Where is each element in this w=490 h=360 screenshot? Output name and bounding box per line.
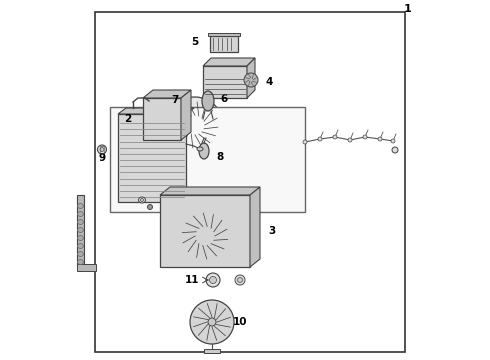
Ellipse shape — [210, 276, 217, 284]
Text: 8: 8 — [217, 152, 223, 162]
Bar — [95, 12, 405, 352]
Ellipse shape — [139, 197, 146, 203]
Ellipse shape — [100, 148, 104, 152]
Bar — [77, 195, 84, 267]
Polygon shape — [181, 90, 191, 140]
Polygon shape — [143, 90, 191, 98]
Text: 7: 7 — [172, 95, 179, 105]
Polygon shape — [203, 58, 255, 66]
Bar — [143, 98, 181, 140]
Ellipse shape — [149, 206, 151, 208]
Ellipse shape — [208, 318, 216, 326]
Ellipse shape — [77, 243, 83, 248]
Bar — [110, 107, 305, 212]
Bar — [77, 264, 96, 271]
Ellipse shape — [77, 260, 83, 265]
Bar — [160, 195, 250, 267]
Ellipse shape — [303, 140, 307, 144]
Ellipse shape — [77, 252, 83, 256]
Text: 9: 9 — [99, 153, 106, 163]
Ellipse shape — [363, 135, 367, 139]
Ellipse shape — [391, 139, 395, 143]
Polygon shape — [160, 187, 260, 195]
Text: 4: 4 — [265, 77, 272, 87]
Ellipse shape — [77, 228, 83, 233]
Ellipse shape — [167, 97, 223, 153]
Ellipse shape — [147, 204, 152, 210]
Polygon shape — [247, 58, 255, 98]
Ellipse shape — [202, 91, 214, 111]
Ellipse shape — [392, 147, 398, 153]
Text: 10: 10 — [233, 317, 247, 327]
Text: 1: 1 — [404, 4, 412, 14]
Bar — [118, 114, 186, 202]
Ellipse shape — [238, 278, 243, 283]
Text: 5: 5 — [191, 37, 198, 47]
Ellipse shape — [197, 228, 213, 244]
Bar — [208, 33, 240, 36]
Ellipse shape — [77, 235, 83, 240]
Ellipse shape — [244, 73, 258, 87]
Ellipse shape — [318, 137, 322, 141]
Ellipse shape — [77, 203, 83, 208]
Ellipse shape — [187, 117, 203, 133]
Polygon shape — [118, 108, 194, 114]
Ellipse shape — [333, 135, 337, 139]
Bar — [203, 66, 247, 98]
Ellipse shape — [378, 137, 382, 141]
Text: 2: 2 — [124, 114, 131, 124]
Text: ⓒ: ⓒ — [99, 145, 104, 154]
Ellipse shape — [206, 273, 220, 287]
Ellipse shape — [98, 145, 106, 154]
Ellipse shape — [141, 198, 144, 202]
Text: 3: 3 — [269, 226, 275, 236]
Ellipse shape — [199, 143, 209, 159]
Polygon shape — [250, 187, 260, 267]
Text: 11: 11 — [185, 275, 199, 285]
Bar — [210, 36, 238, 52]
Text: 6: 6 — [220, 94, 228, 104]
Bar — [204, 349, 220, 353]
Ellipse shape — [77, 212, 83, 216]
Ellipse shape — [177, 208, 233, 264]
Ellipse shape — [235, 275, 245, 285]
Ellipse shape — [348, 138, 352, 142]
Ellipse shape — [190, 300, 234, 344]
Ellipse shape — [197, 147, 203, 151]
Ellipse shape — [77, 220, 83, 225]
